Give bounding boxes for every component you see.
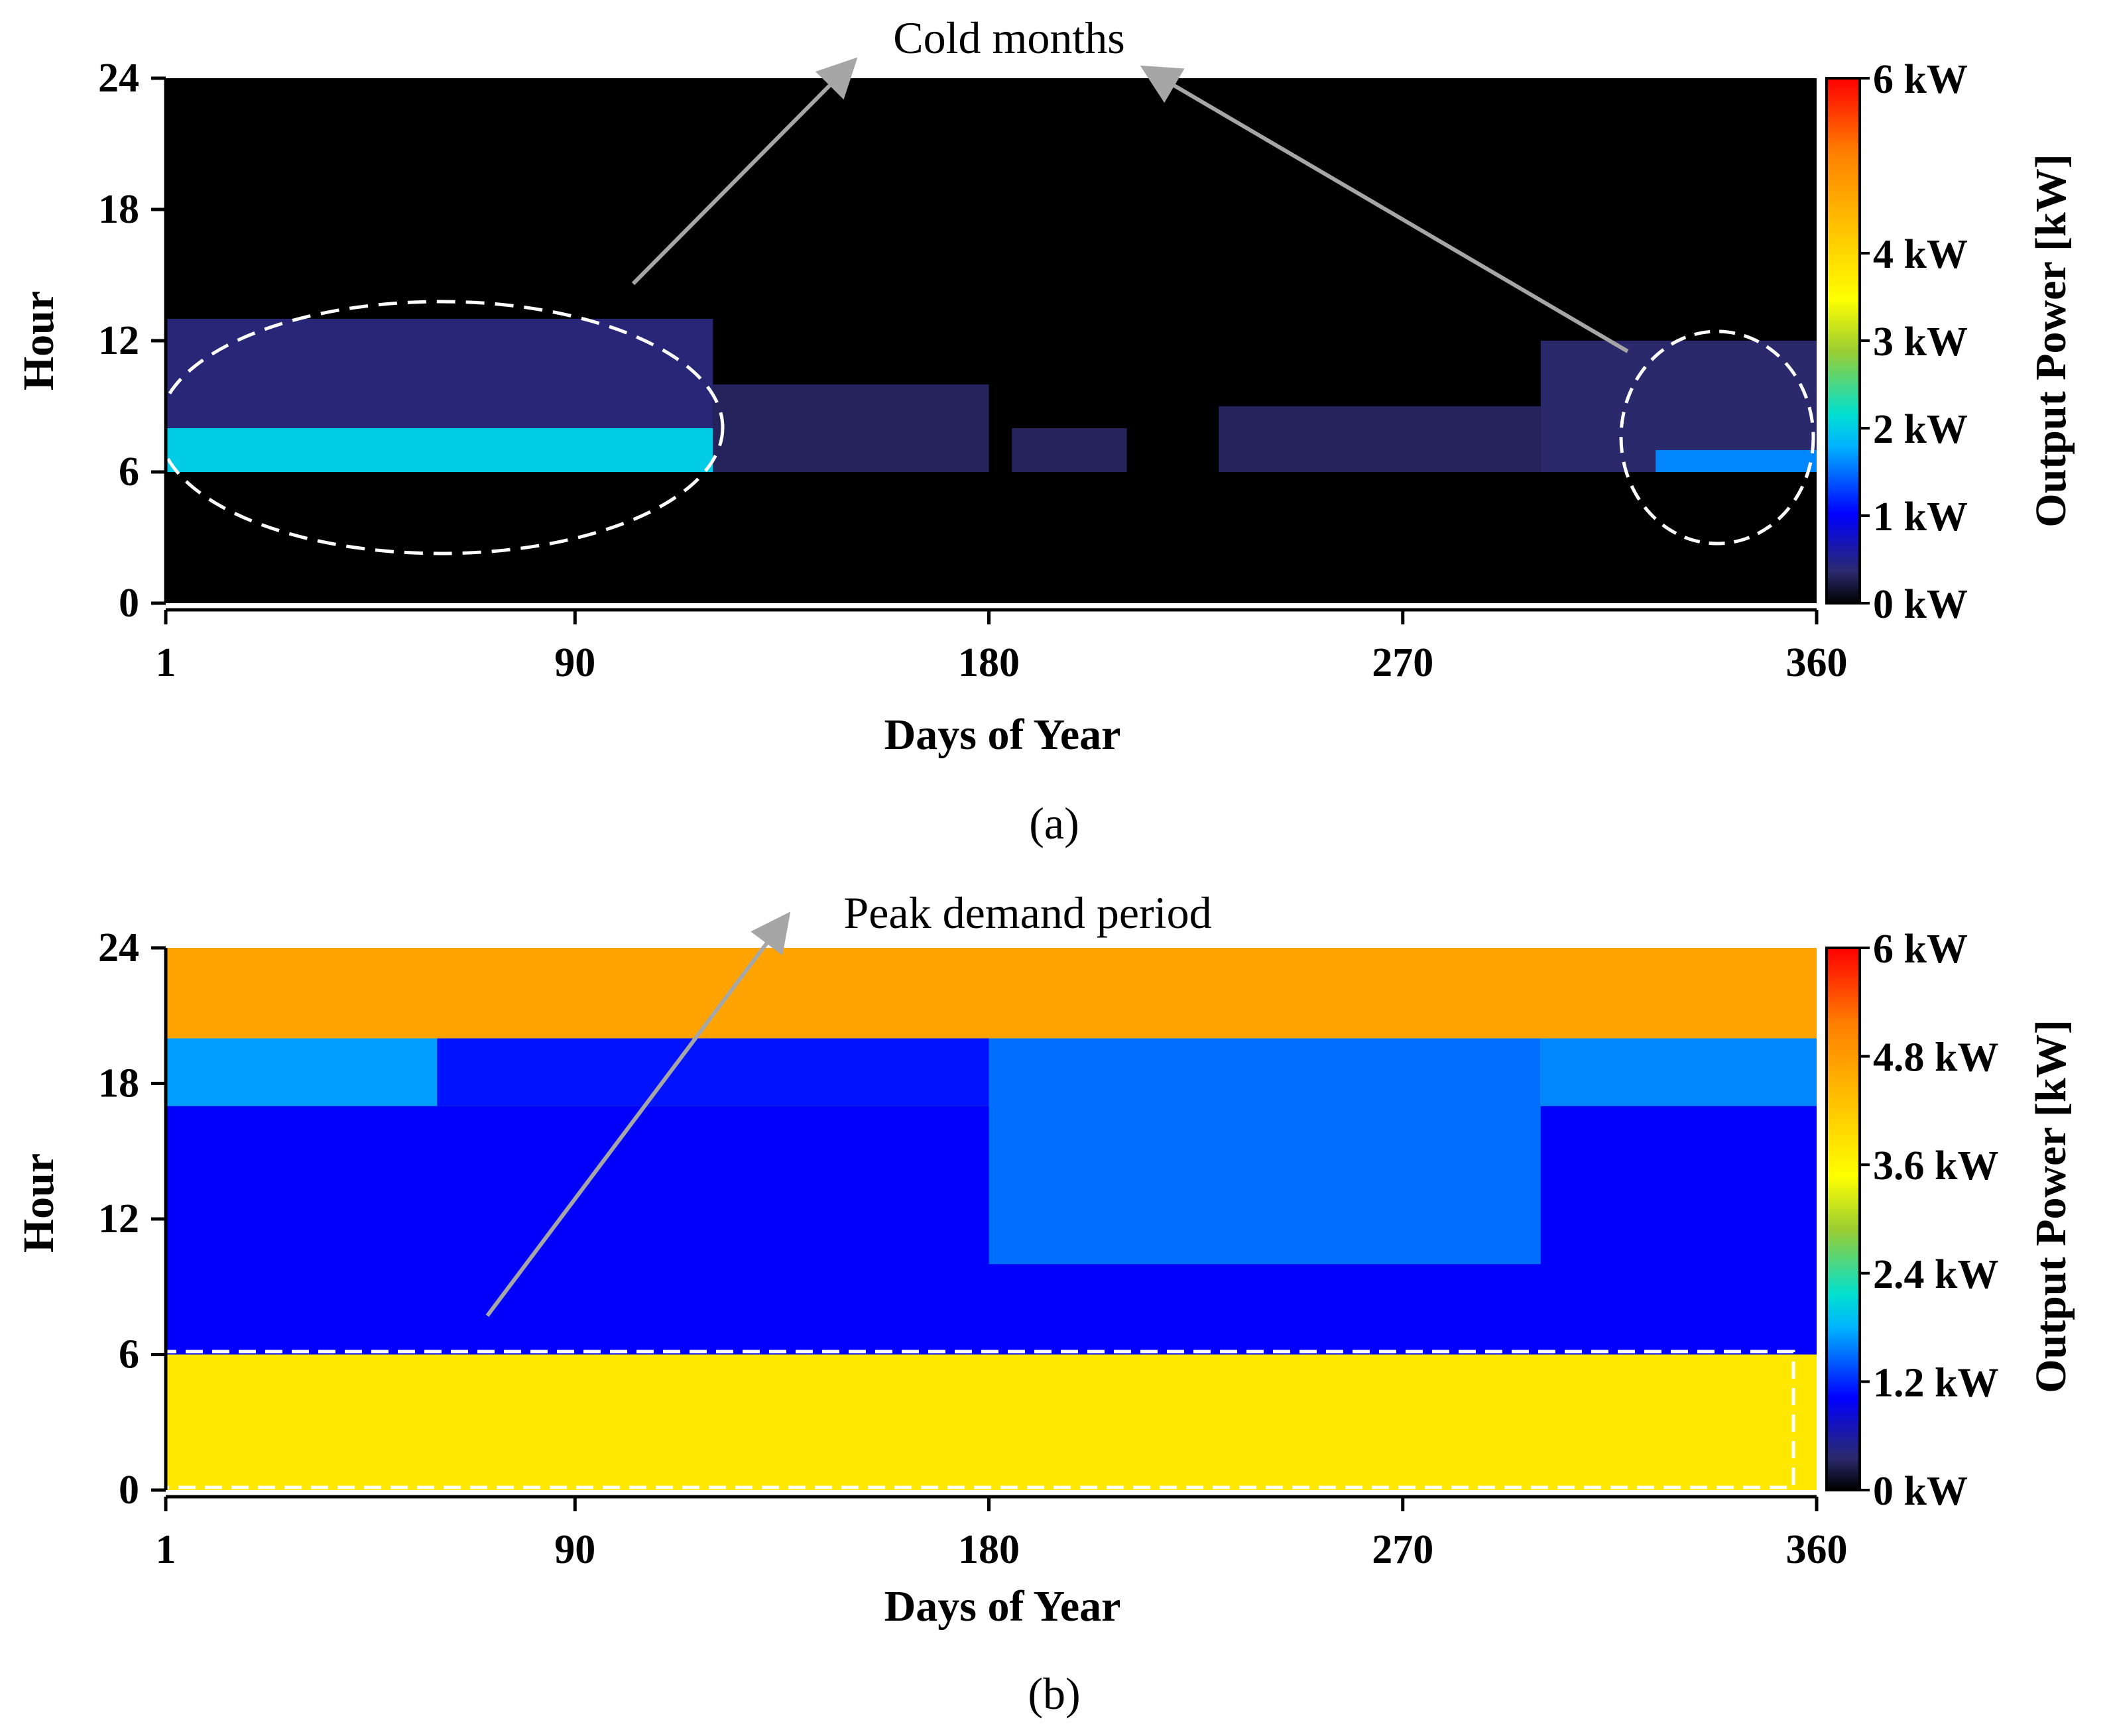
- y-tick-label: 18: [98, 1061, 139, 1106]
- y-tick-label: 0: [119, 581, 139, 626]
- colorbar-tick-label: 3.6 kW: [1873, 1143, 1998, 1188]
- y-tick-label: 0: [119, 1468, 139, 1513]
- colorbar-tick-label: 4 kW: [1873, 232, 1968, 277]
- x-tick-label: 360: [1786, 640, 1848, 685]
- heatmap-band-b-2: [166, 1038, 438, 1106]
- annotation-cold-months: Cold months: [893, 13, 1125, 63]
- x-tick-label: 90: [554, 640, 595, 685]
- panel-label-b: (b): [1028, 1668, 1080, 1719]
- y-tick-label: 18: [98, 187, 139, 232]
- y-tick-label: 6: [119, 449, 139, 494]
- arrow-peak-demand: [485, 911, 791, 1317]
- colorbar-ticks-a: 0 kW 1 kW 2 kW 3 kW 4 kW 6 kW: [1860, 57, 1968, 627]
- colorbar-tick-label: 2.4 kW: [1873, 1252, 1998, 1297]
- colorbar-tick-label: 6 kW: [1873, 57, 1968, 102]
- y-tick-label: 24: [98, 56, 139, 101]
- heatmap-band-a-4: [1219, 406, 1541, 472]
- x-tick-label: 1: [156, 640, 176, 685]
- colorbar-tick-label: 3 kW: [1873, 319, 1968, 365]
- heatmap-band-a-1: [166, 428, 713, 472]
- colorbar-ticks-b: 0 kW 1.2 kW 2.4 kW 3.6 kW 4.8 kW 6 kW: [1860, 927, 1998, 1514]
- heatmap-band-a-3: [1012, 428, 1127, 472]
- x-tick-label: 360: [1786, 1527, 1848, 1572]
- x-axis-label-b: Days of Year: [884, 1582, 1121, 1631]
- colorbar-tick-label: 2 kW: [1873, 407, 1968, 452]
- colorbar-tick-label: 0 kW: [1873, 582, 1968, 627]
- colorbar-tick-label: 0 kW: [1873, 1469, 1968, 1514]
- peak-demand-box: [157, 1350, 1795, 1489]
- arrow-cold-months-left: [631, 57, 858, 286]
- heatmap-band-a-2: [713, 384, 989, 472]
- heatmap-band-b-6: [166, 948, 1817, 1039]
- arrow-cold-months-right: [1140, 65, 1629, 353]
- heatmap-bands-b: [166, 948, 1817, 1490]
- y-ticks-a: 0 6 12 18 24: [98, 56, 166, 626]
- x-tick-label: 270: [1372, 1527, 1433, 1572]
- heatmap-band-a-6: [1656, 450, 1817, 472]
- x-tick-label: 1: [156, 1527, 176, 1572]
- colorbar-tick-label: 1.2 kW: [1873, 1360, 1998, 1405]
- colorbar-a: [1825, 77, 1861, 605]
- heatmap-band-b-4: [989, 1038, 1541, 1265]
- colorbar-b: [1825, 947, 1861, 1491]
- y-tick-label: 12: [98, 318, 139, 363]
- x-ticks-b: 1 90 180 270 360: [156, 1497, 1848, 1572]
- colorbar-tick-label: 6 kW: [1873, 927, 1968, 972]
- y-tick-label: 6: [119, 1332, 139, 1377]
- cold-months-ellipse-left: [157, 300, 725, 555]
- y-tick-label: 24: [98, 925, 139, 970]
- panel-label-a: (a): [1029, 798, 1079, 848]
- heatmap-band-b-5: [1540, 1038, 1817, 1106]
- cold-months-ellipse-right: [1619, 329, 1815, 546]
- colorbar-tick-label: 4.8 kW: [1873, 1035, 1998, 1080]
- colorbar-tick-label: 1 kW: [1873, 494, 1968, 540]
- y-axis-label-a: Hour: [15, 291, 63, 390]
- heatmap-band-b-3: [437, 1038, 989, 1106]
- annotation-peak-demand: Peak demand period: [843, 888, 1211, 938]
- heatmap-bands-a: [166, 319, 1817, 472]
- x-tick-label: 270: [1372, 640, 1433, 685]
- x-ticks-a: 1 90 180 270 360: [156, 610, 1848, 685]
- y-ticks-b: 0 6 12 18 24: [98, 925, 166, 1513]
- x-axis-label-a: Days of Year: [884, 711, 1121, 759]
- y-axis-label-b: Hour: [15, 1153, 63, 1253]
- colorbar-label-a: Output Power [kW]: [2027, 154, 2075, 527]
- x-tick-label: 180: [958, 640, 1020, 685]
- heatmap-band-b-0: [166, 1354, 1817, 1490]
- y-tick-label: 12: [98, 1196, 139, 1242]
- x-tick-label: 180: [958, 1527, 1020, 1572]
- x-tick-label: 90: [554, 1527, 595, 1572]
- colorbar-label-b: Output Power [kW]: [2027, 1019, 2075, 1393]
